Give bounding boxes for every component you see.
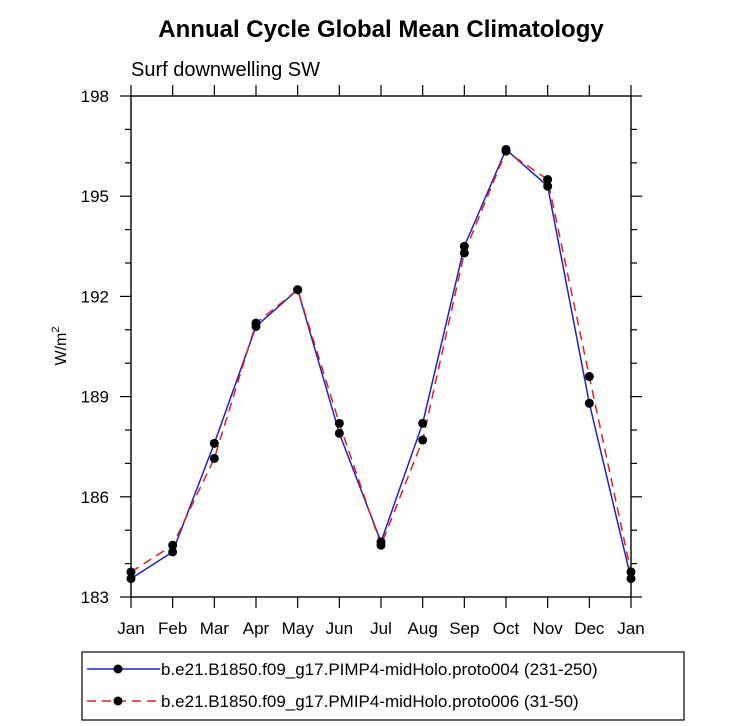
- series-2-marker: [626, 567, 636, 577]
- x-tick-label: Feb: [158, 619, 187, 638]
- series-1-marker: [168, 547, 178, 557]
- chart-subtitle: Surf downwelling SW: [131, 59, 320, 81]
- x-tick-label: Mar: [200, 619, 230, 638]
- legend-marker-1: [113, 664, 123, 674]
- y-tick-label: 192: [81, 287, 109, 306]
- chart-title: Annual Cycle Global Mean Climatology: [158, 16, 604, 43]
- x-tick-label: Jul: [370, 619, 392, 638]
- x-tick-label: Jan: [617, 619, 644, 638]
- legend-label-2: b.e21.B1850.f09_g17.PMIP4-midHolo.proto0…: [161, 692, 579, 711]
- y-axis-label-group: W/m2: [50, 327, 70, 366]
- y-tick-label: 189: [81, 388, 109, 407]
- series-1-marker: [459, 241, 469, 251]
- series-2-marker: [126, 567, 136, 577]
- series-1-marker: [334, 428, 344, 438]
- series-layer: [126, 144, 636, 584]
- x-tick-label: May: [282, 619, 315, 638]
- svg-text:W/m2: W/m2: [50, 327, 70, 366]
- legend-marker-2: [113, 696, 123, 706]
- plot-frame: [130, 95, 632, 598]
- x-tick-label: Oct: [493, 619, 520, 638]
- series-1-marker: [209, 438, 219, 448]
- series-2-marker: [459, 248, 469, 258]
- y-tick-label: 198: [81, 87, 109, 106]
- legend-box: [81, 651, 685, 721]
- series-1-marker: [418, 418, 428, 428]
- y-tick-label: 195: [81, 187, 109, 206]
- x-tick-label: Dec: [574, 619, 605, 638]
- series-2-marker: [334, 418, 344, 428]
- y-tick-label: 183: [81, 588, 109, 607]
- y-axis-label: W/m: [53, 333, 70, 366]
- y-tick-label: 186: [81, 488, 109, 507]
- x-tick-label: Jan: [117, 619, 144, 638]
- series-2-marker: [293, 285, 303, 295]
- x-tick-label: Apr: [243, 619, 270, 638]
- series-2-marker: [251, 318, 261, 328]
- x-tick-label: Aug: [408, 619, 438, 638]
- legend: b.e21.B1850.f09_g17.PIMP4-midHolo.proto0…: [87, 660, 598, 711]
- series-2-marker: [584, 372, 594, 382]
- series-2-marker: [543, 175, 553, 184]
- series-2-marker: [501, 146, 511, 156]
- legend-label-1: b.e21.B1850.f09_g17.PIMP4-midHolo.proto0…: [161, 660, 598, 679]
- x-tick-label: Jun: [326, 619, 353, 638]
- series-line-1: [130, 148, 632, 580]
- series-2-marker: [168, 540, 178, 550]
- y-axis-label-superscript: 2: [50, 327, 62, 333]
- series-1-marker: [584, 398, 594, 408]
- axes: 183 186 189 192 195 198 Jan Feb Mar Apr May Jun Jul A…: [81, 85, 645, 638]
- series-line-2: [130, 149, 632, 573]
- x-tick-label: Sep: [449, 619, 479, 638]
- x-tick-label: Nov: [533, 619, 564, 638]
- series-2-marker: [209, 453, 219, 463]
- series-1-marker: [126, 574, 136, 584]
- series-2-marker: [376, 540, 386, 550]
- series-1-marker: [543, 181, 553, 191]
- series-1-marker: [626, 574, 636, 584]
- series-2-marker: [418, 435, 428, 445]
